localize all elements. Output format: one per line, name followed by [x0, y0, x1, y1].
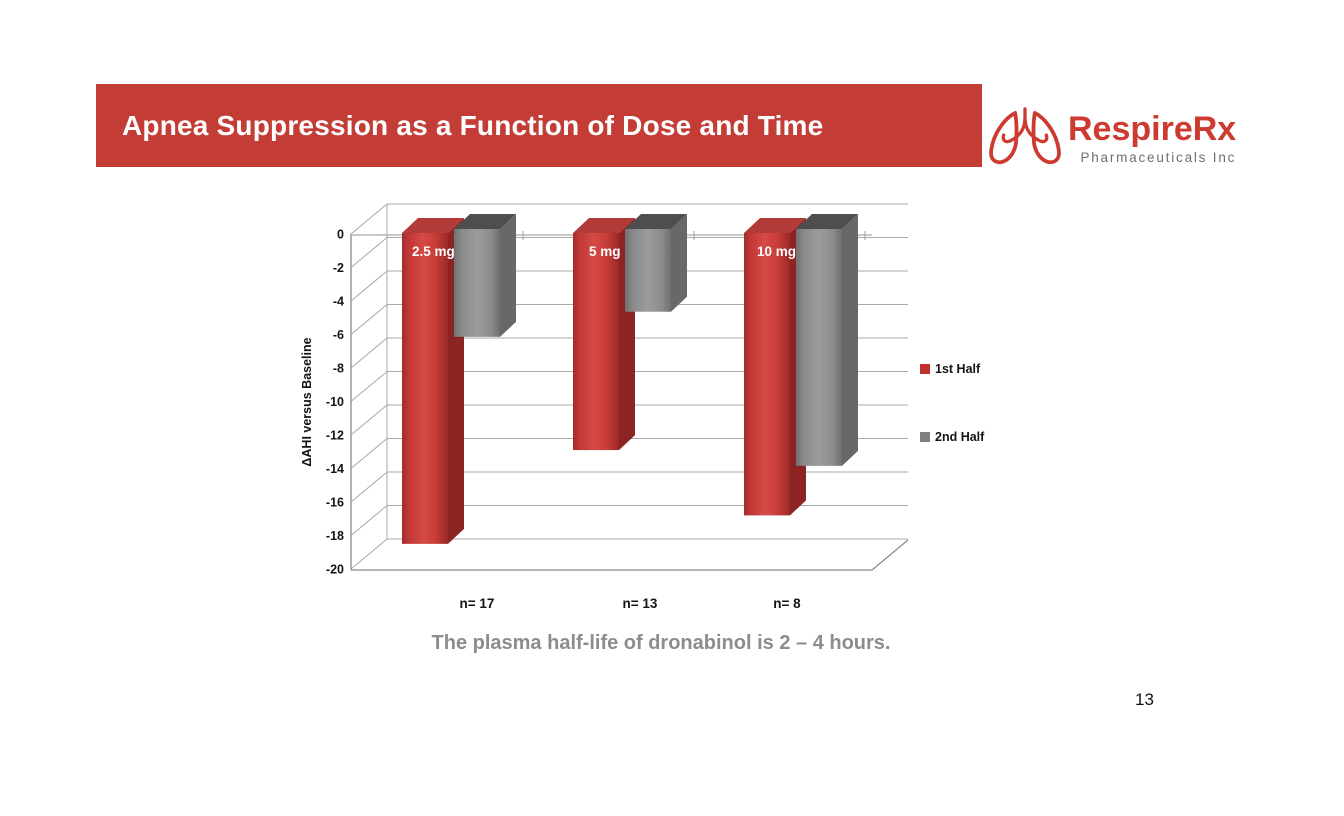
dose-label-5mg: 5 mg — [589, 244, 621, 259]
y-axis-title: ΔAHI versus Baseline — [300, 337, 314, 467]
company-logo: RespireRx Pharmaceuticals Inc — [984, 104, 1236, 176]
logo-name: RespireRx — [1068, 110, 1237, 148]
logo-subtitle: Pharmaceuticals Inc — [1080, 150, 1237, 165]
page-number: 13 — [1135, 690, 1154, 709]
svg-text:-20: -20 — [326, 563, 344, 577]
svg-text:0: 0 — [337, 228, 344, 242]
svg-text:-4: -4 — [333, 295, 344, 309]
legend-item-2nd-half: 2nd Half — [920, 430, 984, 444]
svg-text:-8: -8 — [333, 362, 344, 376]
legend-label-2nd-half: 2nd Half — [935, 430, 985, 444]
svg-text:-16: -16 — [326, 496, 344, 510]
legend-label-1st-half: 1st Half — [935, 362, 981, 376]
svg-text:-6: -6 — [333, 328, 344, 342]
svg-text:-12: -12 — [326, 429, 344, 443]
n-label-group1: n= 17 — [459, 596, 495, 611]
svg-text:-18: -18 — [326, 529, 344, 543]
n-label-group2: n= 13 — [622, 596, 658, 611]
first-half-swatch — [920, 364, 930, 374]
chart-caption: The plasma half-life of dronabinol is 2 … — [431, 632, 891, 654]
page-title: Apnea Suppression as a Function of Dose … — [122, 109, 824, 141]
svg-text:-2: -2 — [333, 261, 344, 275]
second-half-swatch — [920, 432, 930, 442]
svg-text:-10: -10 — [326, 395, 344, 409]
dose-label-10mg: 10 mg — [757, 244, 797, 259]
title-banner: Apnea Suppression as a Function of Dose … — [96, 84, 982, 167]
legend-item-1st-half: 1st Half — [920, 362, 980, 376]
lungs-icon — [989, 107, 1061, 165]
svg-text:-14: -14 — [326, 462, 344, 476]
n-label-group3: n= 8 — [773, 596, 801, 611]
dose-label-2-5mg: 2.5 mg — [412, 244, 455, 259]
logo-text: RespireRx Pharmaceuticals Inc — [1068, 112, 1236, 165]
